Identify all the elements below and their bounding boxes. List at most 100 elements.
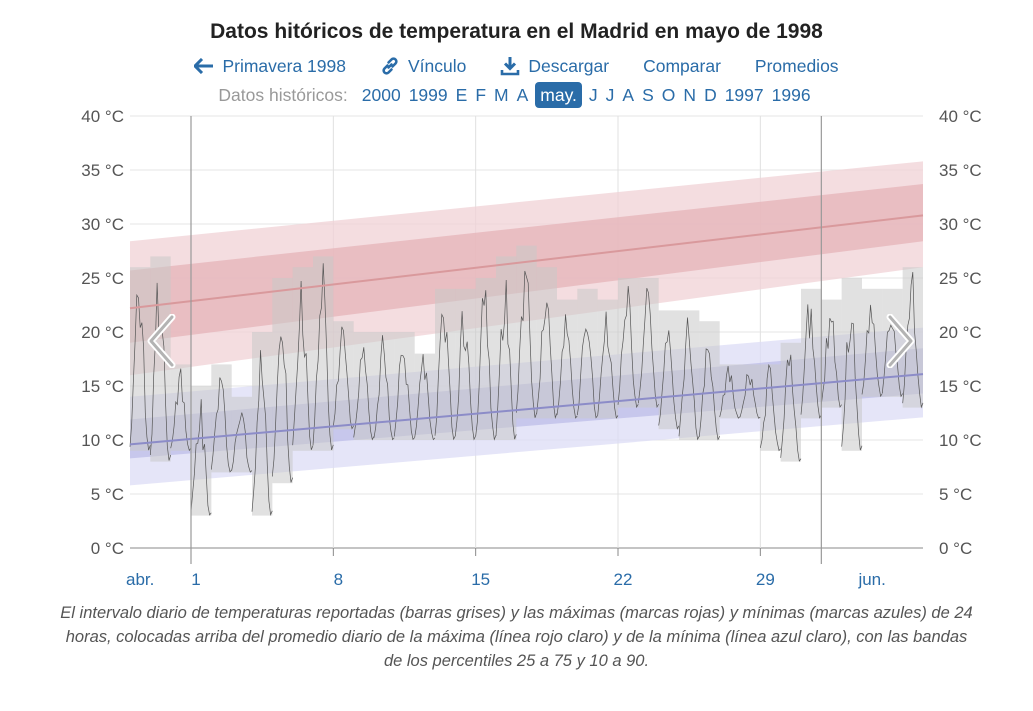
nav-bar: Primavera 1998 Vínculo Descargar Compara…: [0, 54, 1033, 78]
history-item-1996[interactable]: 1996: [771, 85, 811, 105]
y-tick-label-left: 30 °C: [81, 215, 124, 234]
y-tick-label-right: 10 °C: [939, 431, 982, 450]
page-title: Datos hitóricos de temperatura en el Mad…: [210, 20, 823, 43]
day-hourly-trace: [312, 263, 334, 451]
day-hourly-trace: [475, 290, 497, 441]
y-tick-label-left: 35 °C: [81, 161, 124, 180]
x-tick-label: 29: [756, 570, 775, 589]
history-item-apr[interactable]: A: [516, 85, 529, 105]
history-item-jul[interactable]: J: [605, 85, 615, 105]
avg-max-line: [129, 214, 924, 310]
day-range-bar: [414, 353, 435, 440]
day-hourly-trace: [861, 304, 883, 398]
day-hourly-trace: [210, 377, 232, 473]
history-item-sep[interactable]: S: [642, 85, 654, 105]
day-hourly-trace: [597, 311, 619, 419]
history-label: Datos históricos:: [218, 84, 348, 105]
day-hourly-trace: [536, 302, 558, 419]
x-tick-label: 15: [471, 570, 490, 589]
day-range-bar: [821, 299, 842, 408]
prev-period-link[interactable]: Primavera 1998: [194, 54, 346, 78]
y-tick-label-right: 15 °C: [939, 377, 982, 396]
history-item-feb[interactable]: F: [475, 85, 487, 105]
y-tick-label-left: 5 °C: [91, 485, 124, 504]
arrow-left-icon: [194, 58, 214, 74]
history-item-jan[interactable]: E: [455, 85, 468, 105]
link-icon: [382, 57, 398, 75]
day-range-bar: [862, 288, 883, 397]
y-tick-label-left: 0 °C: [91, 539, 124, 558]
day-hourly-trace: [739, 373, 761, 419]
day-hourly-trace: [658, 330, 680, 430]
history-item-mar[interactable]: M: [494, 85, 509, 105]
averages-label: Promedios: [754, 55, 839, 76]
history-item-aug[interactable]: A: [622, 85, 635, 105]
history-item-2000[interactable]: 2000: [361, 85, 401, 105]
day-hourly-trace: [719, 366, 741, 419]
y-tick-label-left: 15 °C: [81, 377, 124, 396]
chart-caption: El intervalo diario de temperaturas repo…: [60, 604, 973, 670]
day-range-bar: [455, 288, 476, 440]
day-hourly-trace: [617, 285, 639, 409]
permalink-label: Vínculo: [407, 55, 467, 76]
download-label: Descargar: [528, 55, 610, 76]
day-hourly-trace: [332, 326, 355, 430]
day-hourly-trace: [454, 311, 477, 441]
day-hourly-trace: [576, 327, 598, 419]
compare-link[interactable]: Comparar: [643, 54, 721, 78]
day-range-bar: [699, 321, 720, 440]
day-hourly-trace: [373, 335, 395, 441]
compare-label: Comparar: [643, 55, 721, 76]
averages-link[interactable]: Promedios: [755, 54, 839, 78]
history-item-1999[interactable]: 1999: [408, 85, 448, 105]
chevron-right-icon[interactable]: [884, 314, 916, 368]
day-range-bar: [435, 288, 456, 440]
day-hourly-trace: [434, 313, 456, 441]
day-hourly-trace: [292, 280, 314, 450]
day-hourly-trace: [353, 347, 375, 441]
month-label: jun.: [857, 570, 885, 589]
day-hourly-trace: [637, 287, 660, 409]
y-tick-label-right: 0 °C: [939, 539, 972, 558]
chevron-left-icon[interactable]: [146, 314, 178, 368]
history-item-nov[interactable]: N: [683, 85, 697, 105]
download-icon: [501, 57, 520, 76]
y-tick-label-right: 5 °C: [939, 485, 972, 504]
history-item-1997[interactable]: 1997: [724, 85, 764, 105]
history-item-jun[interactable]: J: [588, 85, 598, 105]
y-tick-label-right: 25 °C: [939, 269, 982, 288]
day-range-bar: [374, 332, 395, 440]
x-tick-label: 1: [191, 570, 200, 589]
day-hourly-trace: [170, 368, 192, 452]
day-hourly-trace: [393, 354, 415, 441]
axis-layer: 0 °C 0 °C 5 °C 5 °C 10 °C 10 °C 15 °C 15 °C 20 °…: [81, 107, 981, 589]
day-range-bar: [191, 386, 212, 516]
download-link[interactable]: Descargar: [500, 54, 609, 78]
y-tick-label-left: 40 °C: [81, 107, 124, 126]
history-item-may-active[interactable]: may.: [535, 82, 582, 108]
y-tick-label-right: 40 °C: [939, 107, 982, 126]
day-hourly-trace: [129, 293, 151, 451]
day-hourly-trace: [841, 322, 863, 451]
day-range-bar: [516, 245, 537, 419]
history-item-oct[interactable]: O: [661, 85, 676, 105]
day-hourly-trace: [271, 336, 294, 483]
x-tick-label: 8: [334, 570, 343, 589]
day-range-bar: [170, 364, 191, 451]
day-range-bar: [618, 278, 639, 408]
day-range-bar: [760, 364, 781, 451]
y-tick-label-left: 10 °C: [81, 431, 124, 450]
day-range-bar: [292, 267, 313, 451]
day-range-bar: [333, 321, 354, 430]
history-nav: Datos históricos: 2000 1999 E F M A may.…: [0, 82, 1033, 108]
temperature-chart: 0 °C 0 °C 5 °C 5 °C 10 °C 10 °C 15 °C 15 °C 20 °…: [81, 107, 981, 589]
permalink-link[interactable]: Vínculo: [380, 54, 466, 78]
day-hourly-trace: [780, 354, 802, 462]
day-range-bar: [272, 278, 293, 484]
day-range-bar: [801, 288, 822, 419]
day-hourly-trace: [251, 350, 273, 517]
day-hourly-trace: [414, 354, 436, 441]
history-item-dec[interactable]: D: [704, 85, 717, 105]
day-hourly-trace: [556, 314, 578, 419]
prev-period-label: Primavera 1998: [222, 55, 346, 76]
